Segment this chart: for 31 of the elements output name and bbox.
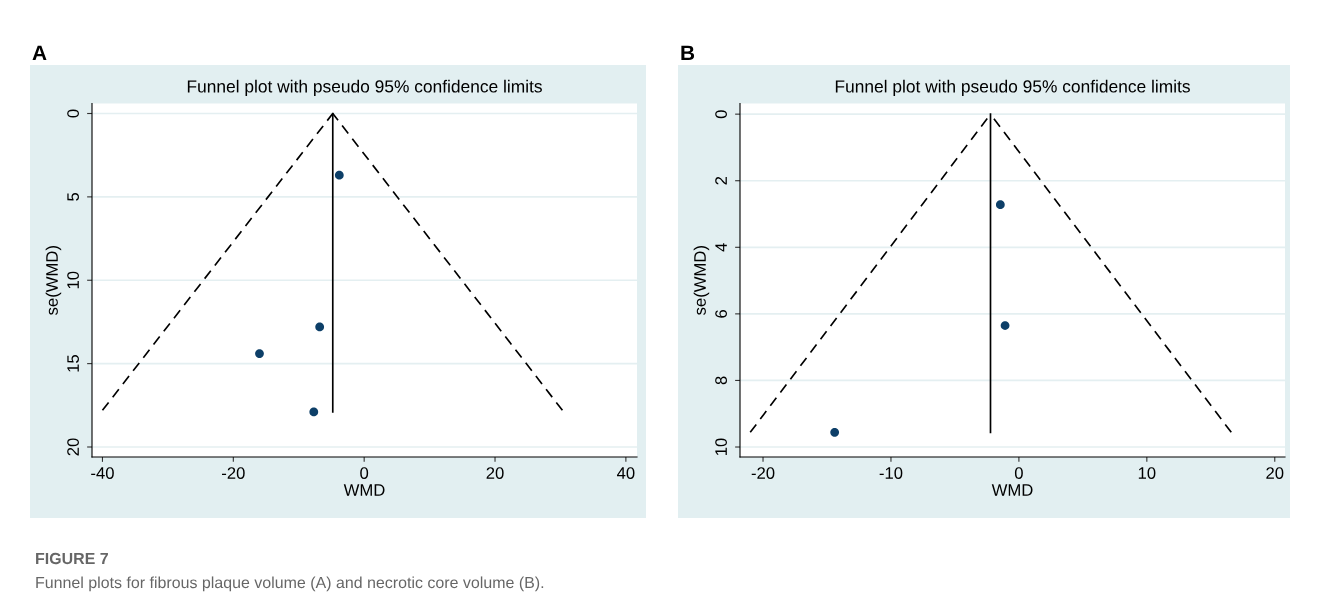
y-tick-label: 0 — [67, 109, 79, 118]
y-tick-label: 20 — [67, 438, 79, 456]
x-tick-label: 20 — [486, 467, 504, 479]
y-tick-label: 10 — [715, 438, 727, 456]
y-tick-label: 6 — [715, 309, 727, 318]
y-tick-label: 10 — [67, 271, 79, 289]
y-tick-label: 5 — [67, 192, 79, 201]
y-tick-label: 0 — [715, 110, 727, 119]
text: B — [681, 45, 695, 60]
x-tick-label: 0 — [360, 467, 369, 479]
x-tick-label: 0 — [1014, 467, 1023, 479]
y-tick-label: 2 — [715, 176, 727, 185]
y-tick-label: 8 — [715, 376, 727, 385]
x-tick-label: -20 — [751, 467, 775, 479]
x-tick-label: -20 — [222, 467, 245, 479]
x-tick-label: 40 — [616, 467, 635, 479]
y-tick-label: 4 — [715, 243, 727, 252]
x-axis-title: WMD — [343, 484, 385, 496]
x-tick-label: -10 — [879, 467, 903, 479]
chart-title: Funnel plot with pseudo 95% confidence limits — [187, 79, 542, 96]
x-tick-label: -40 — [91, 467, 114, 479]
y-axis-title: se(WMD) — [45, 246, 62, 315]
x-tick-label: 20 — [1266, 467, 1284, 479]
x-tick-label: 10 — [1138, 467, 1156, 479]
text: Funnel plots for fibrous plaque volume (A) and necrotic core volume (B). — [36, 576, 544, 592]
x-axis-title: WMD — [991, 484, 1033, 496]
caption: FIGURE 7 — [36, 552, 108, 565]
y-axis-title: se(WMD) — [693, 246, 710, 315]
chart-title: Funnel plot with pseudo 95% confidence limits — [835, 79, 1190, 96]
text: A — [32, 45, 47, 60]
y-tick-label: 15 — [67, 355, 79, 372]
